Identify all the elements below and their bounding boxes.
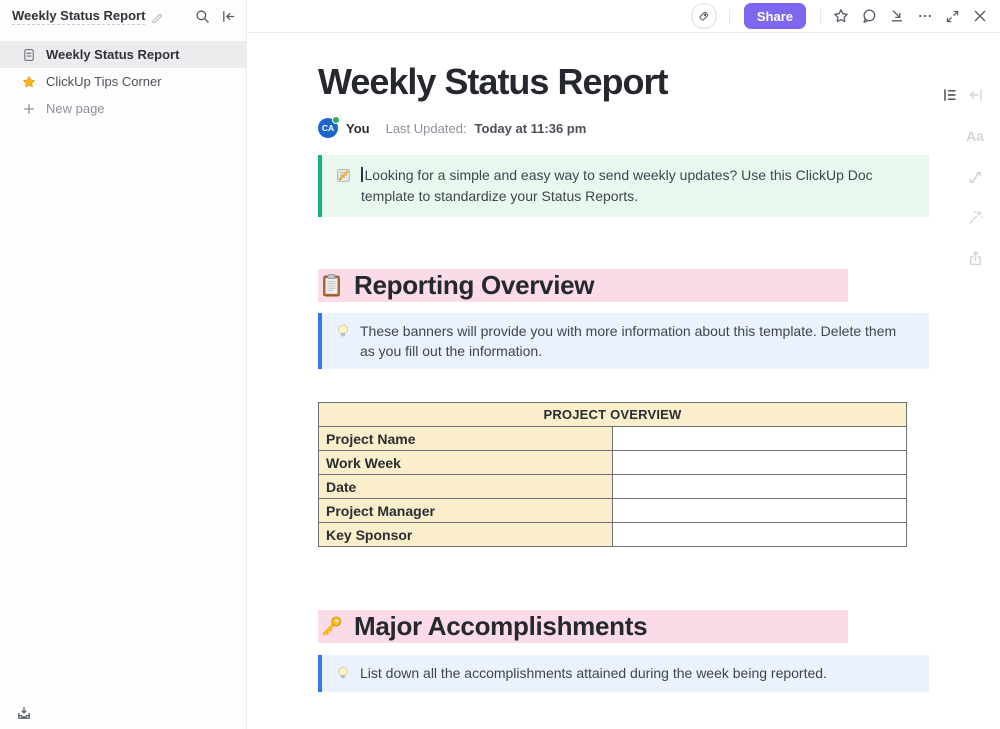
row-value[interactable]: [612, 498, 907, 523]
table-row: Project Manager: [318, 498, 907, 523]
pages-list: Weekly Status Report ClickUp Tips Corner…: [0, 41, 246, 122]
info-banner-text[interactable]: List down all the accomplishments attain…: [360, 665, 827, 681]
bulb-icon: [335, 665, 351, 684]
sidebar-header: Weekly Status Report: [0, 0, 246, 33]
document-icon: [22, 48, 36, 62]
table-title[interactable]: PROJECT OVERVIEW: [318, 402, 907, 427]
sidebar-item-label: ClickUp Tips Corner: [46, 74, 162, 89]
online-status-dot: [332, 116, 340, 124]
close-icon[interactable]: [972, 8, 988, 24]
outline-icon[interactable]: [942, 87, 958, 103]
favorite-star-icon[interactable]: [833, 8, 849, 24]
topbar-divider: [728, 8, 730, 24]
text-cursor: [361, 167, 363, 182]
doc-content: Weekly Status Report CA You Last Updated…: [318, 34, 929, 692]
avatar-initials: CA: [321, 123, 335, 133]
table-row: Date: [318, 474, 907, 499]
pencil-icon[interactable]: [151, 11, 163, 23]
page-title[interactable]: Weekly Status Report: [318, 61, 668, 102]
last-updated-value: Today at 11:36 pm: [474, 120, 587, 136]
ai-wand-icon[interactable]: [967, 209, 984, 226]
row-value[interactable]: [612, 426, 907, 451]
sidebar-item-weekly-status-report[interactable]: Weekly Status Report: [0, 41, 246, 68]
pages-sidebar: Weekly Status Report: [0, 0, 247, 729]
star-icon: [22, 75, 36, 89]
section-heading-major-accomplishments: Major Accomplishments: [318, 610, 848, 643]
avatar: CA: [318, 116, 340, 138]
collapse-right-icon[interactable]: [968, 87, 984, 103]
tag-icon[interactable]: [690, 3, 717, 29]
import-icon[interactable]: [889, 8, 905, 24]
sidebar-item-label: Weekly Status Report: [46, 47, 180, 62]
comment-icon[interactable]: [861, 8, 877, 24]
collapse-left-icon[interactable]: [221, 9, 236, 24]
info-banner: These banners will provide you with more…: [318, 313, 929, 369]
row-label[interactable]: Key Sponsor: [318, 522, 613, 547]
row-label[interactable]: Work Week: [318, 450, 613, 475]
font-settings-icon[interactable]: Aa: [966, 128, 984, 144]
key-icon: [319, 614, 344, 639]
doc-topbar: Share: [247, 0, 1000, 33]
table-row: Key Sponsor: [318, 522, 907, 547]
intro-banner: Looking for a simple and easy way to sen…: [318, 155, 929, 217]
author-name: You: [346, 120, 370, 136]
clipboard-icon: [319, 273, 344, 298]
row-value[interactable]: [612, 474, 907, 499]
table-row: Work Week: [318, 450, 907, 475]
byline: CA You Last Updated: Today at 11:36 pm: [318, 116, 929, 138]
more-icon[interactable]: [917, 8, 933, 24]
topbar-divider: [820, 8, 821, 24]
doc-view-tools: [942, 87, 984, 103]
last-updated-label: Last Updated:: [385, 120, 467, 136]
section-heading-reporting-overview: Reporting Overview: [318, 269, 848, 302]
bulb-icon: [335, 323, 351, 361]
table-row: Project Name: [318, 426, 907, 451]
plus-icon: [22, 102, 36, 116]
sidebar-item-clickup-tips-corner[interactable]: ClickUp Tips Corner: [0, 68, 246, 95]
row-label[interactable]: Project Manager: [318, 498, 613, 523]
row-label[interactable]: Date: [318, 474, 613, 499]
sidebar-item-label: New page: [46, 101, 105, 116]
info-banner-text[interactable]: These banners will provide you with more…: [360, 323, 897, 359]
section-title[interactable]: Reporting Overview: [354, 270, 595, 300]
doc-editor: Aa Weekly Status: [247, 34, 1000, 729]
expand-icon[interactable]: [945, 9, 960, 24]
row-value[interactable]: [612, 522, 907, 547]
doc-name[interactable]: Weekly Status Report: [12, 8, 146, 25]
table-header-row: PROJECT OVERVIEW: [318, 402, 907, 427]
project-overview-table: PROJECT OVERVIEW Project Name Work Week …: [318, 402, 907, 547]
share-button[interactable]: Share: [743, 3, 806, 29]
info-banner: List down all the accomplishments attain…: [318, 655, 929, 692]
sidebar-item-new-page[interactable]: New page: [0, 95, 246, 122]
row-value[interactable]: [612, 450, 907, 475]
relationship-icon[interactable]: [967, 169, 984, 186]
search-icon[interactable]: [195, 9, 210, 24]
memo-icon: [335, 167, 352, 207]
row-label[interactable]: Project Name: [318, 426, 613, 451]
section-title[interactable]: Major Accomplishments: [354, 611, 648, 641]
template-tray-icon[interactable]: [16, 705, 32, 721]
export-icon[interactable]: [967, 250, 984, 267]
intro-banner-text[interactable]: Looking for a simple and easy way to sen…: [361, 167, 873, 204]
